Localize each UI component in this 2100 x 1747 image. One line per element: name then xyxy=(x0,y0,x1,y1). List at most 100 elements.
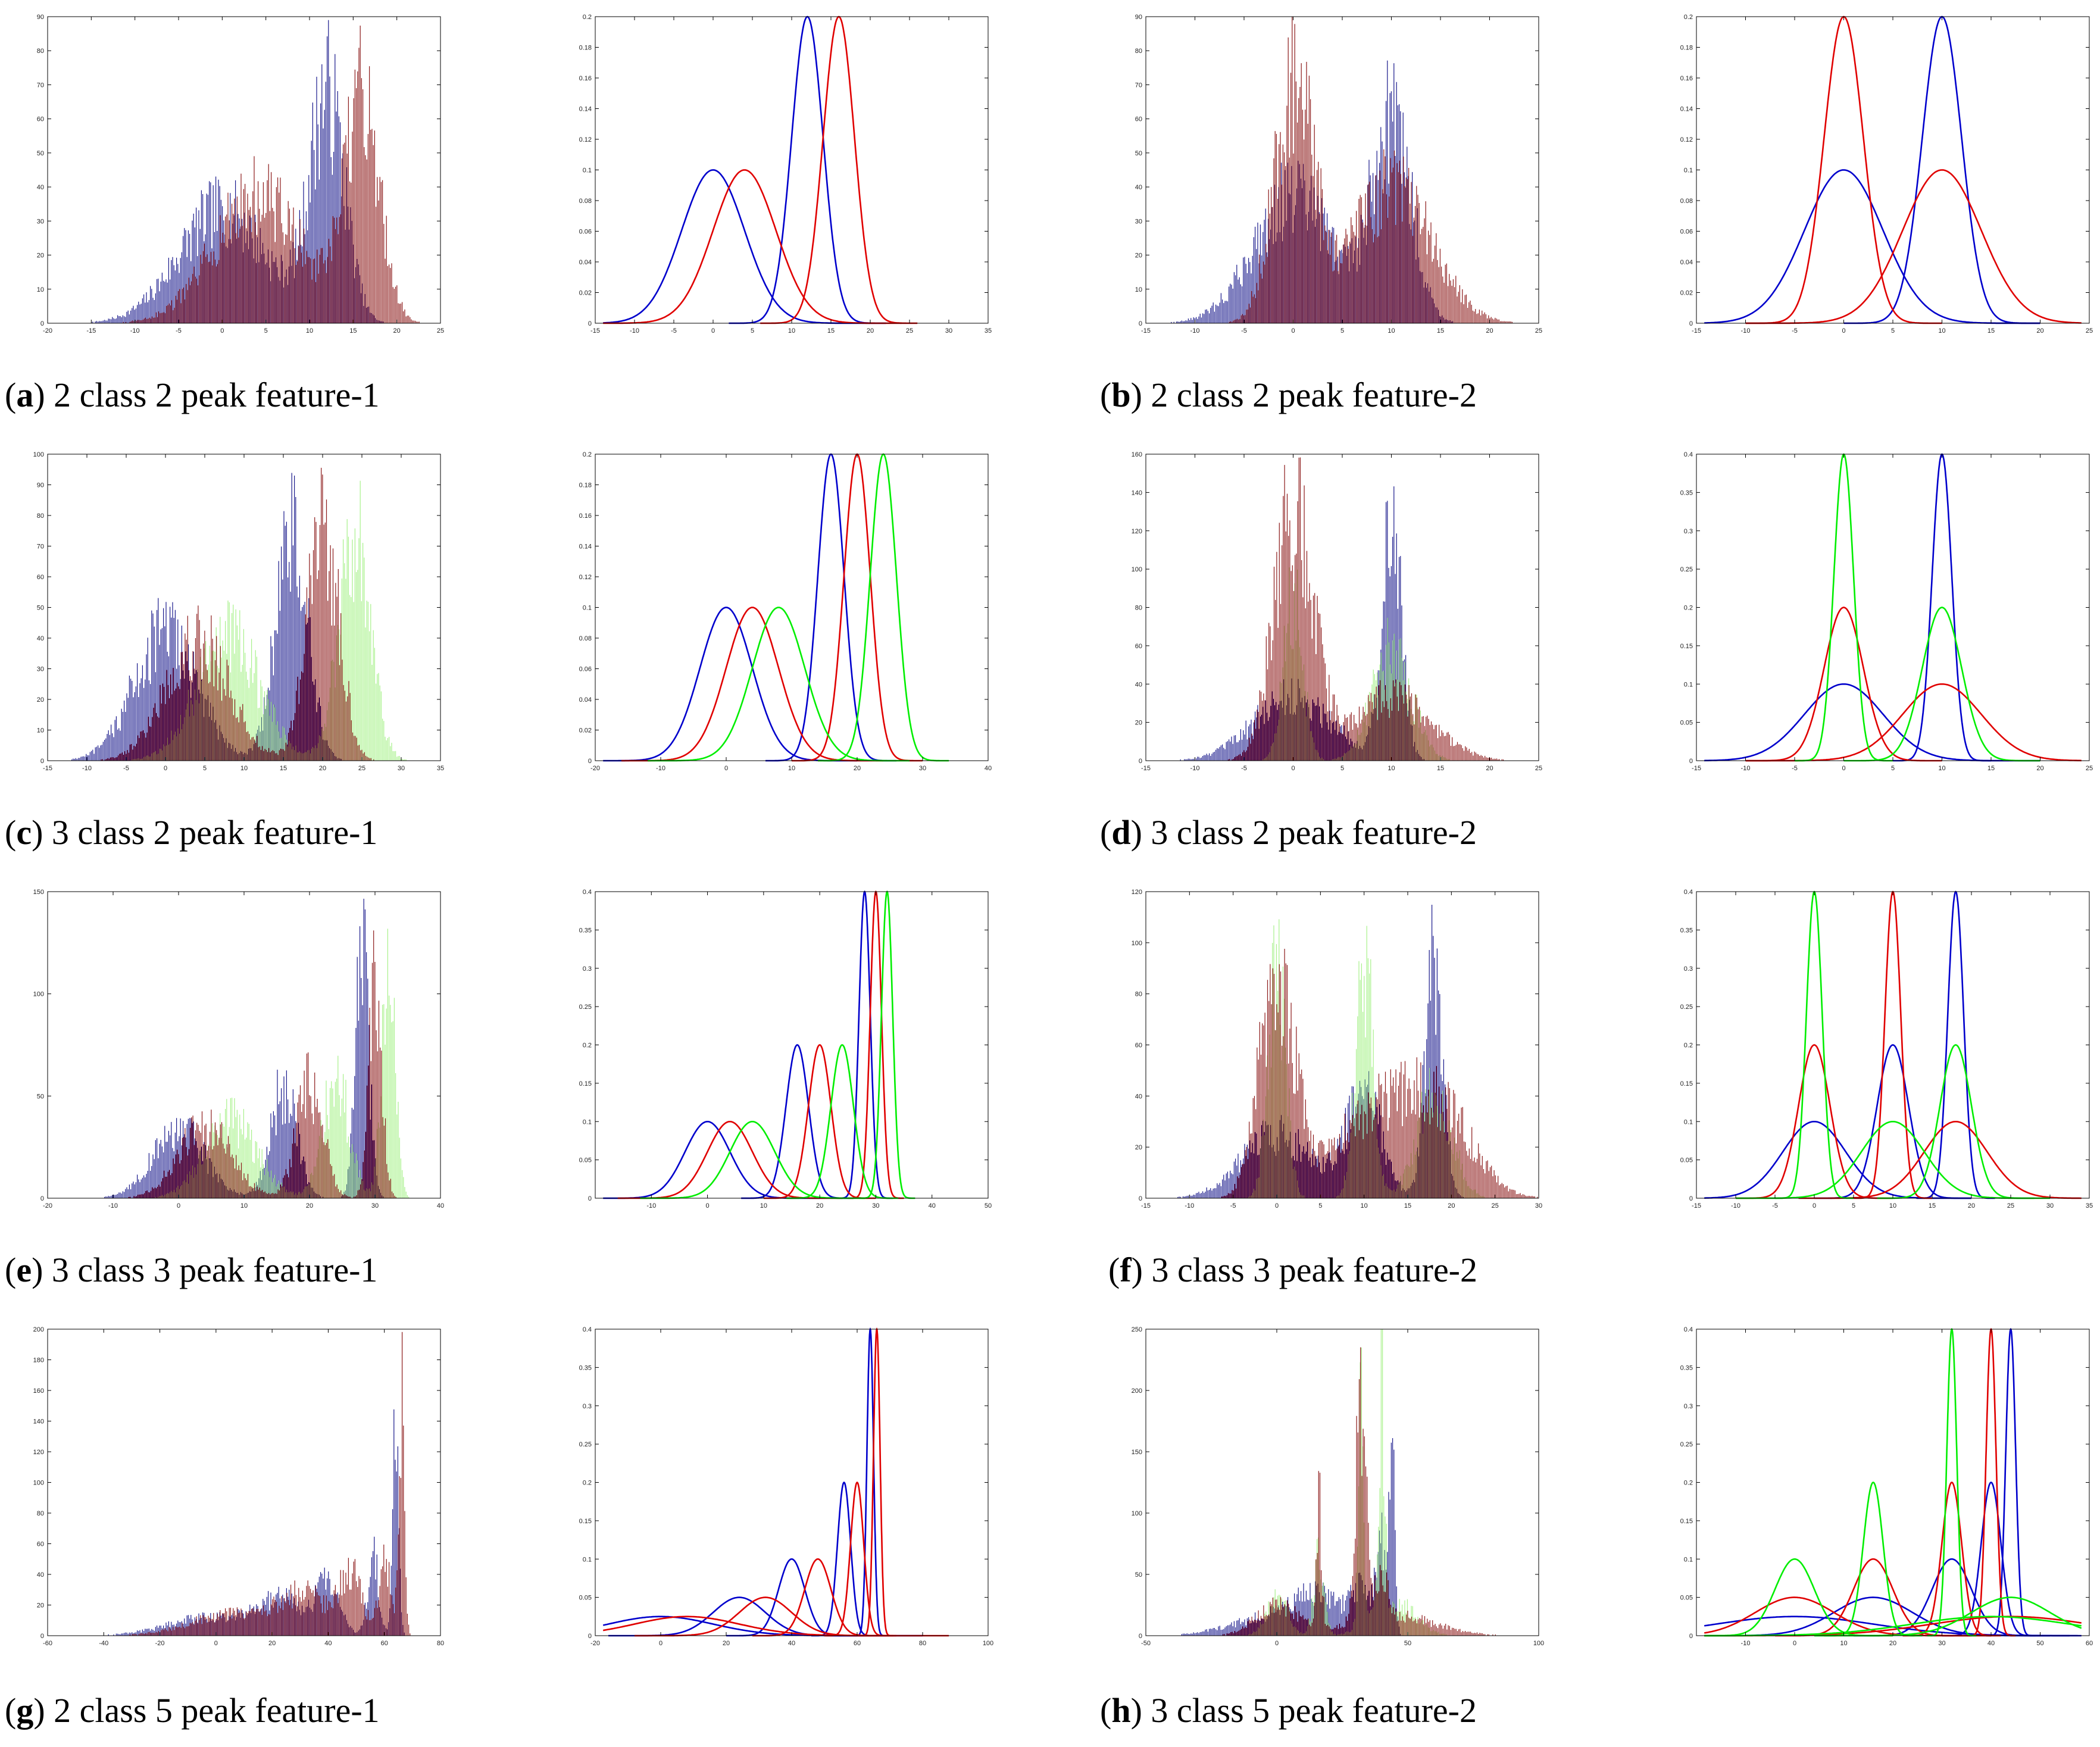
bar xyxy=(1370,959,1371,1198)
y-tick-label: 100 xyxy=(33,991,44,998)
bar xyxy=(184,228,185,323)
bar xyxy=(1340,733,1342,761)
bar xyxy=(1394,1092,1395,1198)
bar xyxy=(383,1624,384,1636)
x-tick-label: 25 xyxy=(437,327,444,335)
bar xyxy=(159,291,160,323)
bar xyxy=(1328,1589,1329,1636)
bar xyxy=(378,673,379,761)
bar xyxy=(1271,660,1272,761)
y-tick-label: 80 xyxy=(37,512,44,520)
bar xyxy=(263,1192,264,1198)
bar xyxy=(340,613,342,761)
bar xyxy=(283,511,285,761)
bar xyxy=(236,196,238,323)
bar xyxy=(1212,752,1214,761)
bar xyxy=(1312,595,1314,761)
bar xyxy=(1211,1190,1212,1198)
bar xyxy=(1298,1587,1299,1636)
bar xyxy=(127,1189,129,1198)
bar xyxy=(1410,696,1411,761)
bar xyxy=(1346,739,1348,761)
bar xyxy=(1258,1610,1259,1636)
bar xyxy=(252,1608,254,1636)
bar xyxy=(1442,276,1443,323)
bar xyxy=(196,279,197,323)
bar xyxy=(152,298,154,323)
bar xyxy=(1395,224,1396,323)
bar xyxy=(264,217,265,323)
bar xyxy=(246,1180,247,1198)
bar xyxy=(145,1191,146,1198)
chart-svg-d-pdf: -15 -10 -5 0 5 10 15 20 2500.050.10.150.20.250.3… xyxy=(1680,451,2093,772)
bar xyxy=(1223,1174,1224,1198)
x-tick-label: 35 xyxy=(985,327,992,335)
bar xyxy=(1353,1086,1354,1198)
bar xyxy=(1418,203,1420,323)
bar xyxy=(1276,1004,1277,1198)
x-tick-label: 25 xyxy=(2007,1202,2014,1210)
bar xyxy=(217,264,218,323)
bar xyxy=(1252,739,1254,761)
bar xyxy=(243,1109,244,1198)
bar xyxy=(1307,230,1308,323)
bar xyxy=(1265,700,1266,761)
bar xyxy=(1448,1082,1449,1198)
bar xyxy=(1227,1171,1228,1198)
bar xyxy=(1471,305,1472,323)
bar xyxy=(356,88,357,323)
series-line xyxy=(824,1482,890,1637)
bar xyxy=(153,317,154,323)
bar xyxy=(1227,741,1228,761)
bar xyxy=(312,259,314,323)
bar xyxy=(408,1196,410,1198)
bar xyxy=(176,257,177,323)
bar xyxy=(129,314,130,323)
bar xyxy=(1249,1623,1251,1636)
bar xyxy=(1276,552,1277,761)
bar xyxy=(386,1559,387,1636)
bar xyxy=(1377,180,1379,323)
bar xyxy=(1231,285,1232,323)
bar xyxy=(1311,1167,1312,1198)
bar xyxy=(1318,1471,1319,1636)
bar xyxy=(329,76,330,323)
bar xyxy=(327,601,329,761)
bar xyxy=(1211,305,1212,323)
bar xyxy=(199,620,200,761)
bar xyxy=(1298,1129,1299,1198)
bar xyxy=(208,1146,210,1198)
y-tick-label: 80 xyxy=(1135,48,1142,55)
y-tick-label: 0.15 xyxy=(1680,1080,1693,1087)
bar xyxy=(126,1632,127,1636)
bar xyxy=(1424,726,1426,761)
bar xyxy=(1199,314,1201,323)
bar xyxy=(1289,520,1290,761)
bar xyxy=(190,281,192,323)
bar xyxy=(1358,1379,1360,1636)
bar xyxy=(254,739,255,761)
bar xyxy=(125,1189,126,1198)
bar xyxy=(1339,724,1340,761)
bar xyxy=(230,1607,231,1636)
bar xyxy=(1421,716,1423,761)
bar xyxy=(1262,232,1264,323)
bar xyxy=(1376,686,1377,761)
bar xyxy=(1197,318,1198,323)
x-tick-label: -15 xyxy=(590,327,600,335)
bar xyxy=(1214,1188,1215,1198)
bar xyxy=(1312,1135,1314,1198)
bar xyxy=(360,480,361,761)
bar xyxy=(343,1195,344,1198)
bar xyxy=(129,1185,130,1198)
bar xyxy=(382,718,383,761)
bar xyxy=(1232,1190,1233,1198)
bar xyxy=(358,745,360,761)
bar xyxy=(1177,321,1179,323)
bar xyxy=(1343,722,1344,761)
y-tick-label: 0.04 xyxy=(579,259,592,266)
bar xyxy=(1180,1196,1181,1198)
bar xyxy=(276,187,277,323)
bar xyxy=(374,1608,375,1636)
